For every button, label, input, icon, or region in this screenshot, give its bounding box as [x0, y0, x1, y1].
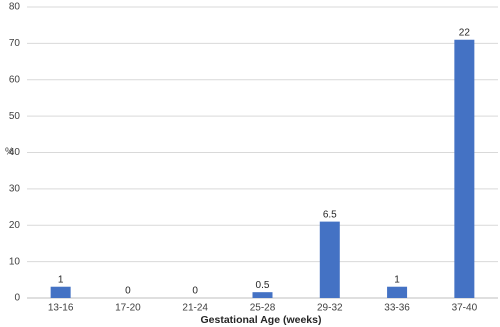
x-axis-title: Gestational Age (weeks)	[201, 314, 322, 326]
bar	[50, 286, 71, 298]
y-tick-label: 10	[9, 256, 21, 267]
y-tick-label: 0	[14, 293, 20, 304]
data-label: 0	[125, 286, 131, 297]
data-label: 0	[192, 286, 198, 297]
x-tick-label: 33-36	[384, 303, 410, 314]
y-tick-label: 40	[9, 147, 21, 158]
bar	[387, 286, 408, 298]
data-label: 22	[459, 27, 471, 38]
bar	[319, 221, 340, 298]
x-tick-label: 21-24	[182, 303, 208, 314]
x-tick-label: 17-20	[115, 303, 141, 314]
x-tick-label: 37-40	[452, 303, 478, 314]
y-tick-label: 50	[9, 111, 21, 122]
x-tick-label: 29-32	[317, 303, 343, 314]
x-tick-label: 25-28	[250, 303, 276, 314]
bar	[252, 292, 273, 298]
y-tick-label: 70	[9, 38, 21, 49]
y-tick-label: 80	[9, 2, 21, 13]
data-label: 1	[58, 274, 64, 285]
y-tick-label: 20	[9, 220, 21, 231]
data-label: 1	[394, 274, 400, 285]
x-tick-label: 13-16	[48, 303, 74, 314]
y-tick-label: 60	[9, 74, 21, 85]
y-axis-title: %	[5, 147, 14, 158]
data-label: 6.5	[323, 209, 337, 220]
y-tick-label: 30	[9, 184, 21, 195]
bar	[454, 39, 475, 299]
data-label: 0.5	[256, 280, 270, 291]
